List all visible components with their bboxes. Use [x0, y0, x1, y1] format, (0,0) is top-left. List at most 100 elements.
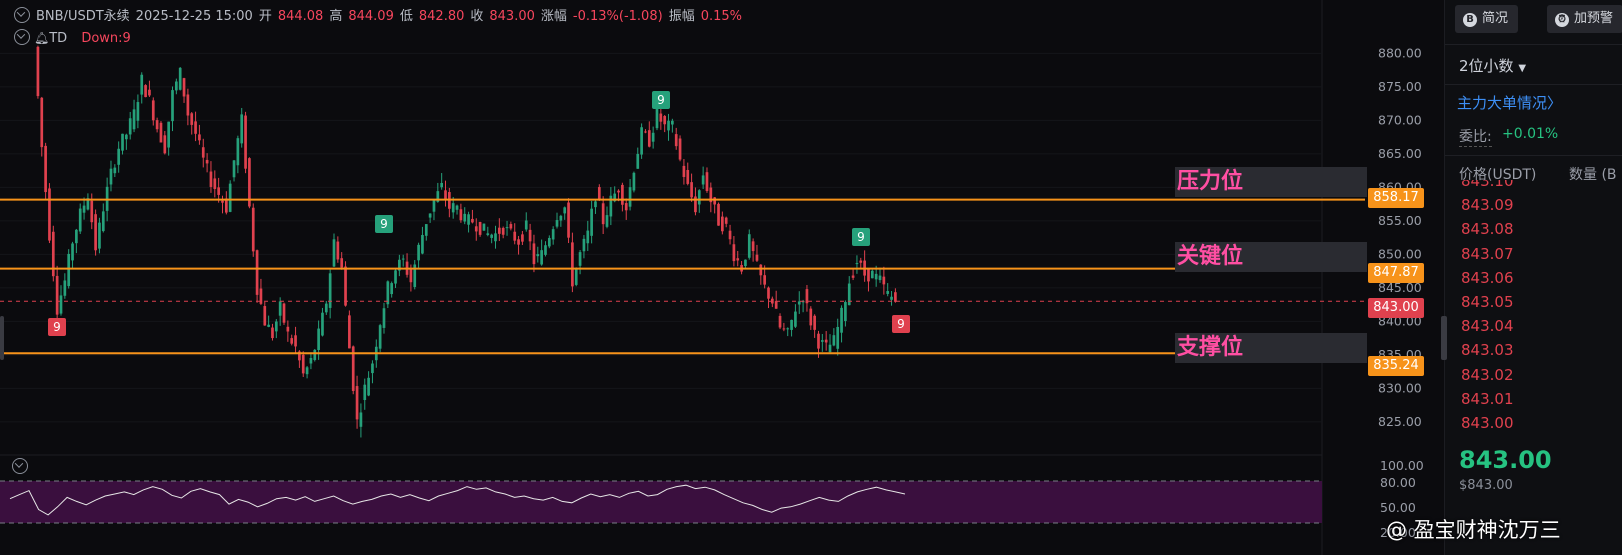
- candle-body: [597, 187, 601, 201]
- candle-body: [490, 234, 493, 238]
- candle-body: [524, 220, 528, 230]
- td-up-badge: 9: [375, 215, 393, 233]
- big-orders-link[interactable]: 主力大单情况〉: [1457, 94, 1563, 112]
- candle-body: [832, 335, 836, 346]
- candle-body: [555, 220, 559, 227]
- ask-price-row[interactable]: 843.04: [1461, 317, 1514, 336]
- candle-body: [432, 200, 436, 212]
- candle-body: [647, 130, 651, 147]
- candle-body: [171, 90, 174, 122]
- low-label: 低: [399, 9, 413, 24]
- candle-body: [632, 172, 636, 191]
- candle-body: [336, 241, 340, 260]
- oscillator-line: [9, 484, 906, 516]
- candle-body: [263, 306, 267, 326]
- last-price-usd: $843.00: [1459, 478, 1513, 493]
- candle-body: [98, 222, 101, 249]
- candle-body: [767, 287, 770, 299]
- close-label: 收: [470, 9, 484, 24]
- candle-body: [63, 280, 67, 296]
- left-scroll-handle[interactable]: [0, 316, 4, 360]
- candle-body: [770, 298, 774, 304]
- candle-body: [678, 138, 682, 160]
- candle-body: [532, 243, 536, 265]
- candle-body: [471, 218, 474, 223]
- y-tick-label: 865.00: [1378, 146, 1422, 161]
- candle-body: [797, 301, 801, 305]
- candle-body: [501, 227, 505, 235]
- order-book-panel: B 简况 ⏰︎ 加预警 2位小数 ▼ 主力大单情况〉 委比: +0.01% 价格(U…: [1444, 0, 1622, 555]
- candle-body: [467, 214, 470, 225]
- ask-price-row[interactable]: 843.01: [1461, 389, 1514, 408]
- candle-body: [224, 198, 228, 213]
- candle-body: [455, 205, 459, 210]
- candle-body: [582, 238, 586, 252]
- candle-body: [824, 339, 828, 343]
- candle-body: [640, 127, 643, 155]
- ask-price-row[interactable]: 843.05: [1461, 293, 1514, 311]
- bell-icon[interactable]: 🔔︎: [34, 31, 50, 45]
- candle-body: [240, 114, 244, 144]
- collapse-icon[interactable]: [14, 7, 30, 23]
- ask-price-row[interactable]: 843.08: [1461, 220, 1514, 239]
- candle-body: [359, 412, 363, 427]
- resistance-price-tag: 858.17: [1368, 188, 1424, 208]
- candle-body: [78, 208, 82, 232]
- candle-body: [436, 191, 440, 202]
- candle-body: [48, 188, 51, 241]
- candle-body: [667, 120, 670, 131]
- candle-body: [305, 367, 309, 375]
- collapse-indicator-icon[interactable]: [14, 29, 30, 45]
- candle-body: [732, 244, 736, 262]
- candle-body: [155, 120, 159, 130]
- candle-body: [686, 169, 690, 184]
- chevron-down-icon: ▼: [1518, 63, 1527, 74]
- candle-body: [290, 338, 294, 344]
- ask-price-row[interactable]: 843.02: [1461, 365, 1514, 384]
- close-value: 843.00: [489, 9, 535, 24]
- candle-body: [482, 223, 486, 231]
- candle-body: [517, 239, 520, 245]
- ask-price-row[interactable]: 843.03: [1461, 341, 1514, 360]
- brief-button[interactable]: B 简况: [1455, 5, 1519, 33]
- ask-price-row[interactable]: 843.00: [1461, 414, 1514, 432]
- candle-body: [440, 182, 444, 188]
- candle-body: [836, 326, 840, 349]
- amplitude-value: 0.15%: [700, 9, 743, 24]
- ask-price-row[interactable]: 843.09: [1461, 196, 1514, 215]
- candle-body: [840, 307, 843, 333]
- candle-body: [401, 258, 405, 260]
- candle-body: [459, 209, 463, 221]
- candle-body: [890, 296, 893, 300]
- candle-body: [159, 122, 163, 143]
- candle-body: [574, 268, 578, 285]
- panel-resize-handle[interactable]: [1441, 316, 1447, 360]
- candle-body: [301, 354, 305, 374]
- chevron-right-icon: 〉: [1547, 94, 1563, 112]
- candle-body: [71, 243, 74, 261]
- ask-price-row[interactable]: 843.07: [1461, 244, 1514, 263]
- candle-body: [578, 252, 582, 266]
- candle-body: [728, 230, 732, 240]
- osc-collapse-icon[interactable]: [12, 458, 28, 474]
- candle-body: [505, 227, 509, 229]
- candle-body: [90, 200, 94, 223]
- candle-body: [567, 202, 570, 238]
- price-chart-svg[interactable]: 825.00830.00835.00840.00845.00850.00855.…: [0, 0, 1440, 555]
- indicator-header: 🔔︎TD Down:9: [14, 29, 131, 46]
- ask-price-row[interactable]: 843.06: [1461, 268, 1514, 287]
- chart-area[interactable]: 825.00 830.00 835.00 840.00 845.00 850.00 855.…: [0, 0, 1440, 555]
- candle-body: [786, 328, 790, 330]
- ask-price-row[interactable]: 843.10: [1461, 180, 1514, 190]
- candle-body: [113, 167, 117, 174]
- candle-body: [140, 74, 144, 95]
- td-down-badge: 9: [892, 314, 910, 333]
- decimals-select[interactable]: 2位小数 ▼: [1459, 57, 1527, 75]
- resistance-zone-label: 压力位: [1175, 167, 1367, 197]
- candle-body: [232, 160, 236, 178]
- candle-body: [705, 172, 709, 192]
- candle-body: [663, 116, 667, 125]
- candle-body: [324, 303, 328, 313]
- amplitude-label: 振幅: [668, 9, 695, 24]
- add-alert-button[interactable]: ⏰︎ 加预警: [1547, 5, 1622, 33]
